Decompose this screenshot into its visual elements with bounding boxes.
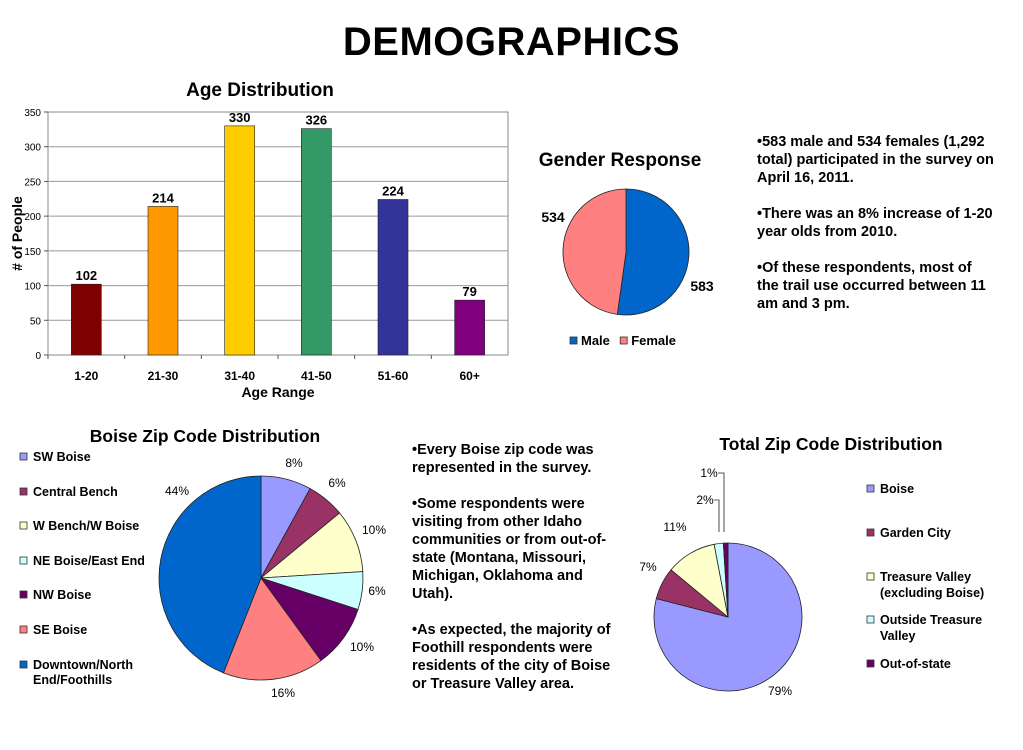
bar	[301, 128, 332, 356]
slice-label: 7%	[639, 560, 657, 574]
pie-slice	[562, 188, 627, 315]
x-tick-label: 60+	[459, 369, 479, 383]
slice-label: 8%	[285, 456, 303, 470]
x-tick-label: 41-50	[301, 369, 332, 383]
pie-slice	[616, 188, 690, 316]
legend-swatch	[866, 528, 875, 537]
plot-area	[47, 111, 509, 356]
bar	[377, 199, 409, 356]
leader-line	[714, 499, 720, 532]
note-item: •583 male and 534 females (1,292 total) …	[757, 134, 994, 186]
gender-response-chart: Gender Response 583 534 Male Female	[539, 150, 714, 348]
chart-title: Age Distribution	[186, 80, 334, 101]
slice-label: 10%	[350, 640, 374, 654]
x-tick-label: 21-30	[148, 369, 179, 383]
legend-label: Male	[581, 333, 610, 348]
y-tick-label: 50	[30, 316, 42, 327]
slice-label: 6%	[368, 584, 386, 598]
slice-label: 79%	[768, 684, 792, 698]
data-label: 326	[305, 113, 327, 128]
chart-title: Total Zip Code Distribution	[719, 434, 942, 454]
total-zip-chart: Total Zip Code Distribution 79% 7% 11% 2% 1% B…	[639, 434, 984, 698]
bar	[454, 299, 485, 356]
note-item: •As expected, the majority of Foothill r…	[412, 622, 611, 692]
legend-label: SW Boise	[33, 450, 91, 464]
legend-label: Female	[631, 333, 676, 348]
data-label: 330	[229, 110, 251, 125]
legend-swatch	[866, 615, 875, 624]
x-tick-label: 31-40	[224, 369, 255, 383]
x-tick-label: 51-60	[378, 369, 409, 383]
notes-middle: •Every Boise zip code was represented in…	[412, 441, 627, 711]
legend-label: Central Bench	[33, 485, 118, 499]
slice-label: 44%	[165, 484, 189, 498]
boise-zip-chart: Boise Zip Code Distribution 8% 6% 10% 6% 10% 1…	[19, 426, 386, 700]
x-axis-label: Age Range	[241, 384, 314, 400]
data-label: 79	[462, 284, 476, 299]
x-tick-label: 1-20	[74, 369, 98, 383]
slice-label: 11%	[663, 520, 686, 534]
legend-label: Outside Treasure Valley	[880, 613, 982, 643]
legend-label: SE Boise	[33, 623, 87, 637]
legend-swatch	[619, 336, 628, 345]
legend-label: Treasure Valley (excluding Boise)	[880, 570, 984, 600]
legend-swatch	[19, 556, 28, 565]
legend-swatch	[19, 452, 28, 461]
legend-label: Out-of-state	[880, 657, 951, 671]
legend-label: Boise	[880, 482, 914, 496]
slice-label: 534	[541, 209, 565, 225]
legend-label: NW Boise	[33, 588, 91, 602]
note-item: •Of these respondents, most of the trail…	[757, 260, 986, 312]
legend-swatch	[19, 487, 28, 496]
slice-label: 583	[690, 278, 714, 294]
slice-label: 6%	[328, 476, 346, 490]
pie-slice	[222, 577, 322, 681]
slice-label: 2%	[696, 493, 714, 507]
note-item: •Every Boise zip code was represented in…	[412, 442, 594, 476]
legend-label: W Bench/W Boise	[33, 519, 139, 533]
chart-title: Boise Zip Code Distribution	[90, 426, 320, 446]
bar	[224, 125, 255, 356]
legend-swatch	[19, 590, 28, 599]
note-item: •Some respondents were visiting from oth…	[412, 496, 607, 602]
legend-label: NE Boise/East End	[33, 554, 145, 568]
legend-swatch	[569, 336, 578, 345]
y-tick-label: 100	[24, 282, 41, 293]
slice-label: 1%	[700, 466, 718, 480]
leader-line	[718, 472, 725, 532]
pie-slice	[158, 475, 262, 674]
age-distribution-chart: Age Distribution 0 50 100 150 200 250 300 350 102…	[9, 80, 509, 400]
data-label: 102	[75, 268, 97, 283]
legend-swatch	[866, 659, 875, 668]
legend-label: Downtown/North End/Foothills	[33, 658, 133, 687]
legend-swatch	[19, 521, 28, 530]
legend-swatch	[866, 572, 875, 581]
y-tick-label: 0	[35, 351, 41, 362]
note-item: •There was an 8% increase of 1-20 year o…	[757, 206, 993, 240]
notes-top: •583 male and 534 females (1,292 total) …	[757, 133, 997, 331]
bar	[71, 283, 102, 356]
chart-title: Gender Response	[539, 150, 702, 171]
legend-label: Garden City	[880, 526, 951, 540]
y-tick-label: 150	[24, 247, 41, 258]
y-tick-label: 250	[24, 177, 41, 188]
data-label: 214	[152, 190, 174, 205]
slice-label: 10%	[362, 523, 386, 537]
page-title: DEMOGRAPHICS	[342, 20, 681, 64]
y-axis-label: # of People	[9, 196, 25, 271]
legend-swatch	[19, 625, 28, 634]
y-tick-label: 350	[24, 108, 41, 119]
y-tick-label: 300	[24, 143, 41, 154]
legend-swatch	[866, 484, 875, 493]
bar	[147, 206, 179, 356]
legend-swatch	[19, 660, 28, 669]
y-tick-label: 200	[24, 212, 41, 223]
pie-slice	[722, 542, 729, 618]
data-label: 224	[382, 183, 404, 198]
slice-label: 16%	[271, 686, 295, 700]
